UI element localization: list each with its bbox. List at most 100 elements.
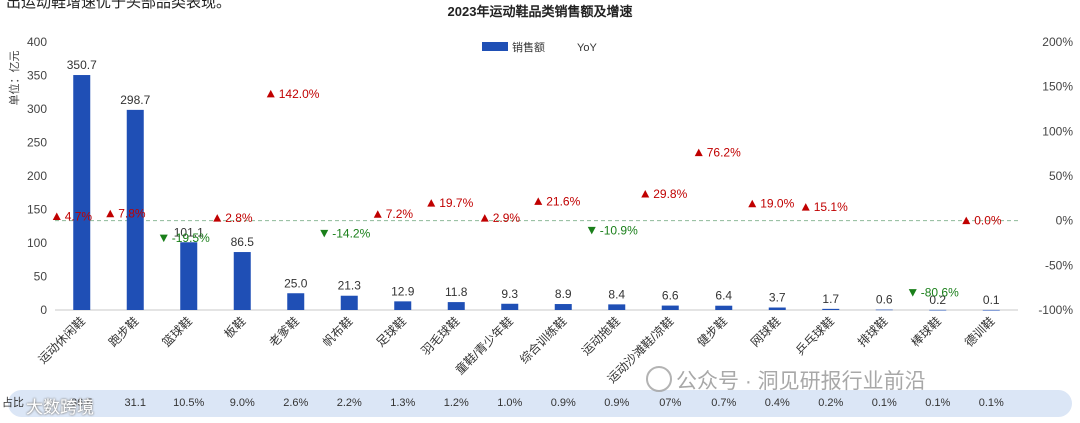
category-label: 德训鞋 <box>961 314 997 350</box>
bar-data-label: 21.3 <box>338 279 362 293</box>
yoy-data-label: 19.7% <box>439 196 473 210</box>
share-cell: 9.0% <box>229 397 255 409</box>
share-cell: 1.3% <box>390 397 416 409</box>
category-label: 棒球鞋 <box>908 314 944 350</box>
y2-tick-label: -100% <box>1038 303 1073 317</box>
yoy-marker <box>480 214 489 222</box>
yoy-data-label: 19.0% <box>760 197 794 211</box>
share-cell: 2.2% <box>336 397 362 409</box>
bar <box>447 302 465 310</box>
bar-data-label: 1.7 <box>822 292 839 306</box>
bar <box>929 309 947 311</box>
yoy-marker <box>320 229 329 238</box>
yoy-marker <box>373 210 382 218</box>
y-tick-label: 300 <box>27 102 47 116</box>
bar-data-label: 12.9 <box>391 284 415 298</box>
y-tick-label: 100 <box>27 236 47 250</box>
bar-data-label: 86.5 <box>231 235 255 249</box>
yoy-data-label: 4.7% <box>65 209 93 223</box>
share-row-background <box>8 390 1072 417</box>
category-label: 运动休闲鞋 <box>35 314 88 367</box>
bar <box>982 309 1000 311</box>
share-cell: 1.0% <box>497 397 523 409</box>
bar <box>126 109 144 310</box>
bar-data-label: 0.1 <box>983 293 1000 307</box>
share-cell: 0.4% <box>764 397 790 409</box>
bar-data-label: 0.2 <box>929 293 946 307</box>
yoy-data-label: 7.2% <box>386 207 414 221</box>
y2-tick-label: -50% <box>1045 258 1073 272</box>
category-label: 跑步鞋 <box>105 314 141 350</box>
watermark-right: 公众号 · 洞见研报行业前沿 <box>676 370 926 393</box>
bar <box>501 303 519 310</box>
category-label: 老爹鞋 <box>266 314 302 350</box>
share-row: 占比 36.5 31.1 10.5% 9.0% 2.6% 2.2% 1.3% 1.2% 1.0%… <box>0 382 1080 420</box>
bar-data-label: 350.7 <box>67 58 97 72</box>
share-cell: 07% <box>659 397 682 409</box>
sales-chart: 0 50 100 150 200 250 300 350 400 -100% -50% 0% 50% 10… <box>7 35 1073 385</box>
yoy-data-label: 142.0% <box>279 87 320 101</box>
y2-tick-label: 100% <box>1042 124 1073 138</box>
legend-label-sales: 销售额 <box>512 40 545 54</box>
category-label: 足球鞋 <box>373 314 409 350</box>
share-cell: 10.5% <box>173 397 205 409</box>
bar-data-label: 6.4 <box>715 289 732 303</box>
yoy-data-label: -19.5% <box>172 231 210 245</box>
y-tick-label: 350 <box>27 69 47 83</box>
yoy-data-label: -80.6% <box>921 286 959 300</box>
y-tick-label: 0 <box>40 303 47 317</box>
share-row-label: 占比 <box>2 397 24 409</box>
y-tick-label: 200 <box>27 169 47 183</box>
bar-data-label: 0.6 <box>876 293 893 307</box>
y2-tick-label: 200% <box>1042 35 1073 49</box>
y2-tick-label: 150% <box>1042 80 1073 94</box>
y-axis-label: 单位：亿元 <box>7 51 21 106</box>
bar <box>233 252 251 310</box>
share-cell: 1.2% <box>443 397 469 409</box>
bar <box>180 242 198 310</box>
share-cell: 0.1% <box>978 397 1004 409</box>
wechat-logo-icon <box>646 366 672 392</box>
yoy-marker <box>801 203 810 211</box>
bar <box>287 293 305 310</box>
yoy-data-label: 21.6% <box>546 194 580 208</box>
y-tick-label: 400 <box>27 35 47 49</box>
bar-data-label: 11.8 <box>445 285 468 299</box>
bar <box>608 304 626 310</box>
bar <box>394 301 412 310</box>
yoy-data-label: 15.1% <box>814 200 848 214</box>
y-tick-label: 250 <box>27 136 47 150</box>
bar <box>661 305 679 310</box>
bar <box>715 305 733 310</box>
category-label: 篮球鞋 <box>159 314 195 350</box>
yoy-marker <box>641 190 650 198</box>
bar-data-label: 25.0 <box>284 276 308 290</box>
yoy-data-label: -10.9% <box>600 223 638 237</box>
legend-swatch-sales <box>482 42 508 51</box>
yoy-data-label: 2.8% <box>225 211 253 225</box>
y-tick-label: 50 <box>34 270 48 284</box>
bar <box>822 308 840 310</box>
share-cell: 31.1 <box>124 397 146 409</box>
yoy-marker <box>106 209 115 218</box>
yoy-marker <box>587 226 596 235</box>
watermark-left: 大数跨境 <box>26 398 94 417</box>
share-cell: 0.2% <box>818 397 844 409</box>
yoy-marker <box>748 199 757 208</box>
category-label: 童鞋/青少年鞋 <box>452 314 516 378</box>
yoy-marker <box>534 197 543 205</box>
yoy-marker <box>427 199 436 207</box>
yoy-marker <box>908 289 917 297</box>
category-label: 健步鞋 <box>694 314 730 350</box>
share-cell: 0.1% <box>925 397 951 409</box>
yoy-data-label: 29.8% <box>653 187 687 201</box>
bar-data-label: 6.6 <box>662 289 679 303</box>
page-note: 出运动鞋增速优于头部品类表现。 <box>6 0 232 11</box>
category-label: 排球鞋 <box>854 314 890 350</box>
bar-data-label: 298.7 <box>120 93 150 107</box>
category-label: 帆布鞋 <box>319 314 355 350</box>
yoy-data-label: 0.0% <box>974 214 1002 228</box>
yoy-marker <box>159 234 168 243</box>
bar-data-label: 8.9 <box>555 287 572 301</box>
bar <box>340 295 358 310</box>
